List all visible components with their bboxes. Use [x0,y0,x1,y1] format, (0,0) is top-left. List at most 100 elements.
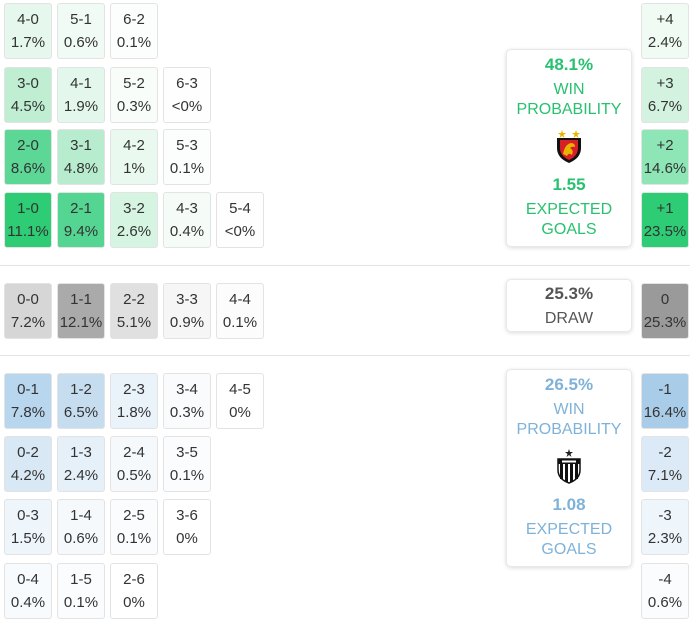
scoreline-cell: 6-3 <0% [163,67,211,123]
scoreline-cell: 1-4 0.6% [57,499,105,555]
scoreline-cell: 3-2 2.6% [110,192,158,248]
goal-margin-cell-pct: 0.6% [647,593,683,611]
scoreline-cell-pct: 0.3% [116,97,152,115]
scoreline-cell-pct: 0.1% [116,33,152,51]
scoreline-cell-label: 6-2 [123,10,145,28]
scoreline-cell-label: 5-2 [123,74,145,92]
goal-margin-cell-pct: 2.4% [647,33,683,51]
scoreline-cell-label: 3-6 [176,506,198,524]
scoreline-cell: 2-6 0% [110,563,158,619]
scoreline-cell-pct: 8.6% [10,159,46,177]
scoreline-cell: 4-0 1.7% [4,3,52,59]
scoreline-cell-pct: 0.1% [169,159,205,177]
scoreline-cell-pct: 0.1% [116,529,152,547]
scoreline-cell: 5-1 0.6% [57,3,105,59]
scoreline-cell: 3-4 0.3% [163,373,211,429]
scoreline-cell-pct: 0.3% [169,403,205,421]
scoreline-cell-label: 1-5 [70,570,92,588]
scoreline-cell-pct: 1.5% [10,529,46,547]
scoreline-cell-label: 0-4 [17,570,39,588]
scoreline-cell-pct: 0.5% [116,466,152,484]
scoreline-cell: 4-3 0.4% [163,192,211,248]
scoreline-cell: 5-4 <0% [216,192,264,248]
scoreline-cell-pct: 4.5% [10,97,46,115]
scoreline-cell-label: 5-3 [176,136,198,154]
scoreline-cell-label: 0-0 [17,290,39,308]
scoreline-cell: 1-1 12.1% [57,283,105,339]
goal-margin-cell-label: 0 [660,290,670,308]
scoreline-cell-pct: 0.4% [10,593,46,611]
goal-margin-cell: -2 7.1% [641,436,689,492]
scoreline-cell-label: 3-4 [176,380,198,398]
scoreline-cell: 1-0 11.1% [4,192,52,248]
away-xg-label: EXPECTED GOALS [525,521,613,558]
home-summary-card: 48.1% WIN PROBABILITY 1.55 EXPECTED GOAL… [506,49,632,247]
shield-crest-icon [557,130,581,163]
home-win-pct: 48.1% [544,55,594,74]
goal-margin-cell-pct: 2.3% [647,529,683,547]
scoreline-cell-pct: 0.4% [169,222,205,240]
away-win-pct: 26.5% [544,375,594,394]
scoreline-cell-label: 0-2 [17,443,39,461]
scoreline-cell-label: 3-1 [70,136,92,154]
scoreline-cell-label: 0-3 [17,506,39,524]
divider-bottom [0,355,690,356]
goal-margin-cell: -3 2.3% [641,499,689,555]
scoreline-cell-pct: 4.8% [63,159,99,177]
goal-margin-cell-label: +3 [656,74,674,92]
away-win-label: WIN PROBABILITY [516,401,622,438]
scoreline-cell: 3-6 0% [163,499,211,555]
scoreline-cell-label: 1-4 [70,506,92,524]
home-xg-label: EXPECTED GOALS [525,201,613,238]
scoreline-cell: 0-2 4.2% [4,436,52,492]
scoreline-cell-pct: 4.2% [10,466,46,484]
scoreline-cell-label: 1-3 [70,443,92,461]
goal-margin-cell-pct: 25.3% [643,313,687,331]
home-xg: 1.55 [552,175,586,194]
scoreline-cell: 2-3 1.8% [110,373,158,429]
scoreline-cell-label: 4-0 [17,10,39,28]
scoreline-cell: 4-4 0.1% [216,283,264,339]
scoreline-cell: 4-5 0% [216,373,264,429]
scoreline-cell-label: 0-1 [17,380,39,398]
goal-margin-cell: -4 0.6% [641,563,689,619]
goal-margin-cell: 0 25.3% [641,283,689,339]
scoreline-cell-label: 3-0 [17,74,39,92]
scoreline-cell-pct: <0% [224,222,256,240]
draw-label: DRAW [544,309,594,327]
draw-summary-card: 25.3% DRAW [506,279,632,332]
scoreline-cell-pct: <0% [171,97,203,115]
scoreline-cell-pct: 1.9% [63,97,99,115]
scoreline-cell-pct: 0.1% [63,593,99,611]
scoreline-cell-label: 2-5 [123,506,145,524]
scoreline-cell-label: 2-2 [123,290,145,308]
scoreline-cell: 0-3 1.5% [4,499,52,555]
scoreline-cell: 4-2 1% [110,129,158,185]
goal-margin-cell-pct: 7.1% [647,466,683,484]
scoreline-cell-label: 2-3 [123,380,145,398]
scoreline-cell: 1-2 6.5% [57,373,105,429]
scoreline-cell-pct: 0.9% [169,313,205,331]
scoreline-cell: 3-3 0.9% [163,283,211,339]
scoreline-cell-label: 2-0 [17,136,39,154]
scoreline-cell-label: 3-5 [176,443,198,461]
scoreline-cell-pct: 5.1% [116,313,152,331]
scoreline-cell-pct: 2.6% [116,222,152,240]
goal-margin-cell-pct: 14.6% [643,159,687,177]
divider-top [0,265,690,266]
scoreline-cell-pct: 0% [123,593,145,611]
scoreline-cell-pct: 12.1% [59,313,103,331]
scoreline-cell-pct: 0.1% [169,466,205,484]
scoreline-cell-label: 4-4 [229,290,251,308]
goal-margin-cell-pct: 16.4% [643,403,687,421]
scoreline-cell: 3-0 4.5% [4,67,52,123]
goal-margin-cell-label: +2 [656,136,674,154]
goal-margin-cell: +2 14.6% [641,129,689,185]
scoreline-cell-pct: 11.1% [7,222,49,240]
scoreline-cell-label: 4-2 [123,136,145,154]
scoreline-cell-pct: 7.2% [10,313,46,331]
away-summary-card: 26.5% WIN PROBABILITY 1.08 EXPECTED GOAL… [506,369,632,567]
scoreline-cell-pct: 1.8% [116,403,152,421]
scoreline-cell: 6-2 0.1% [110,3,158,59]
scoreline-cell-label: 5-1 [70,10,92,28]
